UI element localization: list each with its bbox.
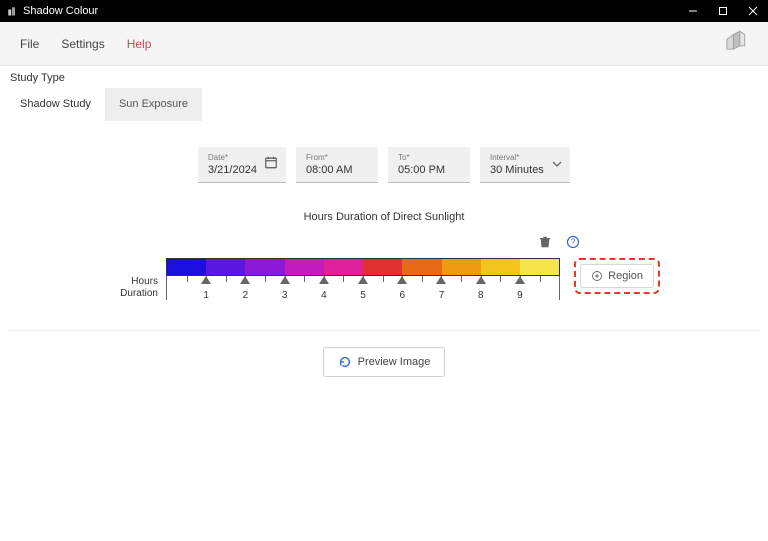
tick-label: 6 xyxy=(399,290,405,301)
calendar-icon xyxy=(264,155,278,174)
menu-settings[interactable]: Settings xyxy=(61,37,104,51)
gradient-bar-wrap: 1 2 3 4 5 6 7 8 9 xyxy=(166,258,560,300)
gradient-segment xyxy=(206,259,245,275)
from-label: From* xyxy=(306,153,368,162)
chart-title: Hours Duration of Direct Sunlight xyxy=(0,211,768,223)
tick-label: 5 xyxy=(360,290,366,301)
gradient-pointer[interactable] xyxy=(241,277,249,284)
tick-label: 2 xyxy=(243,290,249,301)
trash-icon[interactable] xyxy=(538,235,552,254)
building-icon[interactable] xyxy=(722,28,748,59)
to-label: To* xyxy=(398,153,460,162)
refresh-icon xyxy=(338,355,352,369)
add-region-button[interactable]: Region xyxy=(580,264,654,288)
region-label: Region xyxy=(608,270,643,282)
gradient-segment xyxy=(520,259,559,275)
svg-text:?: ? xyxy=(571,238,576,247)
tab-sun-exposure[interactable]: Sun Exposure xyxy=(105,88,202,121)
divider xyxy=(8,330,760,331)
to-value: 05:00 PM xyxy=(398,164,460,176)
axis-label-line2: Duration xyxy=(108,288,158,300)
to-field[interactable]: To* 05:00 PM xyxy=(388,147,470,183)
gradient-pointer[interactable] xyxy=(359,277,367,284)
axis-label: Hours Duration xyxy=(108,258,166,300)
gradient-pointer[interactable] xyxy=(281,277,289,284)
tick-label: 4 xyxy=(321,290,327,301)
gradient-area: ? Hours Duration 1 2 3 4 5 6 7 8 9 Region xyxy=(108,235,660,300)
plus-circle-icon xyxy=(591,270,603,282)
params-row: Date* 3/21/2024 From* 08:00 AM To* 05:00… xyxy=(0,147,768,183)
interval-label: Interval* xyxy=(490,153,560,162)
from-field[interactable]: From* 08:00 AM xyxy=(296,147,378,183)
window-title: Shadow Colour xyxy=(23,5,98,17)
tick-label: 3 xyxy=(282,290,288,301)
study-tabs: Shadow Study Sun Exposure xyxy=(0,88,768,121)
help-icon[interactable]: ? xyxy=(566,235,580,254)
gradient-segment xyxy=(167,259,206,275)
tick-label: 7 xyxy=(439,290,445,301)
tick-label: 9 xyxy=(517,290,523,301)
app-icon xyxy=(6,5,18,17)
chevron-down-icon xyxy=(552,156,562,174)
gradient-pointer[interactable] xyxy=(202,277,210,284)
study-type-label: Study Type xyxy=(0,66,768,88)
tick-label: 1 xyxy=(203,290,209,301)
gradient-segment xyxy=(363,259,402,275)
gradient-segment xyxy=(285,259,324,275)
gradient-segment xyxy=(442,259,481,275)
gradient-pointer[interactable] xyxy=(516,277,524,284)
gradient-segment xyxy=(324,259,363,275)
tick-label: 8 xyxy=(478,290,484,301)
axis-label-line1: Hours xyxy=(108,276,158,288)
interval-value: 30 Minutes xyxy=(490,164,560,176)
minimize-button[interactable] xyxy=(678,0,708,22)
gradient-segment xyxy=(481,259,520,275)
ticks: 1 2 3 4 5 6 7 8 9 xyxy=(166,276,560,300)
gradient-segment xyxy=(245,259,284,275)
gradient-pointer[interactable] xyxy=(398,277,406,284)
interval-field[interactable]: Interval* 30 Minutes xyxy=(480,147,570,183)
titlebar: Shadow Colour xyxy=(0,0,768,22)
tab-shadow-study[interactable]: Shadow Study xyxy=(6,88,105,121)
preview-label: Preview Image xyxy=(358,356,431,368)
region-highlight: Region xyxy=(574,258,660,294)
menu-help[interactable]: Help xyxy=(127,37,152,51)
maximize-button[interactable] xyxy=(708,0,738,22)
gradient-pointer[interactable] xyxy=(477,277,485,284)
menubar: File Settings Help xyxy=(0,22,768,66)
date-field[interactable]: Date* 3/21/2024 xyxy=(198,147,286,183)
gradient-segment xyxy=(402,259,441,275)
gradient-pointer[interactable] xyxy=(437,277,445,284)
gradient-bar xyxy=(166,258,560,276)
preview-image-button[interactable]: Preview Image xyxy=(323,347,446,377)
gradient-pointer[interactable] xyxy=(320,277,328,284)
menu-file[interactable]: File xyxy=(20,37,39,51)
from-value: 08:00 AM xyxy=(306,164,368,176)
close-button[interactable] xyxy=(738,0,768,22)
